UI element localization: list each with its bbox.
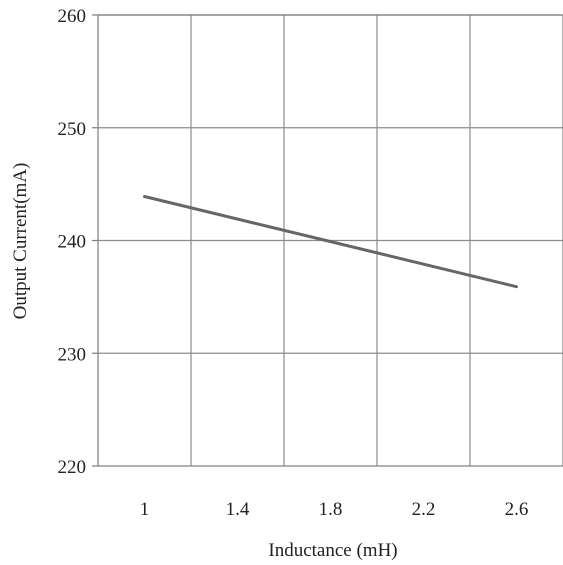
x-axis-label: Inductance (mH): [268, 540, 397, 561]
y-tick-label-2: 240: [58, 232, 87, 253]
x-tick-label-1: 1.4: [226, 499, 250, 520]
series-layer: [143, 195, 518, 289]
y-tick-label-4: 260: [58, 6, 87, 27]
y-axis-ticks: 220 230 240 250 260: [58, 6, 87, 478]
x-tick-label-2: 1.8: [319, 499, 343, 520]
x-tick-label-3: 2.2: [412, 499, 436, 520]
x-tick-label-0: 1: [140, 499, 150, 520]
series-line-0: [143, 195, 518, 289]
y-tick-label-1: 230: [58, 344, 87, 365]
y-tick-label-0: 220: [58, 457, 87, 478]
y-axis-label: Output Current(mA): [10, 163, 31, 320]
x-axis-ticks: 1 1.4 1.8 2.2 2.6: [140, 499, 529, 520]
x-tick-label-4: 2.6: [505, 499, 529, 520]
plot-area: [97, 14, 563, 467]
y-tick-label-3: 250: [58, 119, 87, 140]
